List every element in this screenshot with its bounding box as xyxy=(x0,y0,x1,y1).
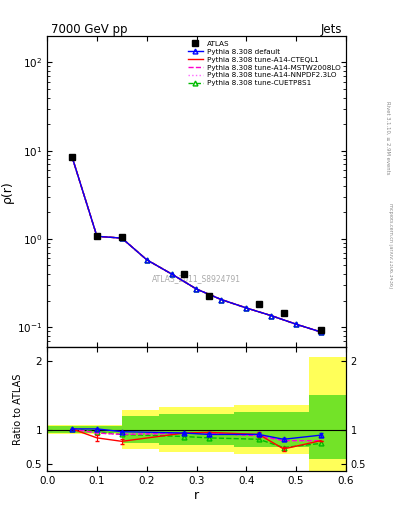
Text: Jets: Jets xyxy=(320,23,342,36)
Bar xyxy=(47,426,122,433)
Text: 7000 GeV pp: 7000 GeV pp xyxy=(51,23,128,36)
Bar xyxy=(234,412,309,447)
X-axis label: r: r xyxy=(194,488,199,502)
Text: mcplots.cern.ch [arXiv:1306.3436]: mcplots.cern.ch [arXiv:1306.3436] xyxy=(387,203,393,288)
Legend: ATLAS, Pythia 8.308 default, Pythia 8.308 tune-A14-CTEQL1, Pythia 8.308 tune-A14: ATLAS, Pythia 8.308 default, Pythia 8.30… xyxy=(186,39,342,88)
Bar xyxy=(309,395,346,459)
Text: Rivet 3.1.10, ≥ 2.9M events: Rivet 3.1.10, ≥ 2.9M events xyxy=(385,101,390,175)
Bar xyxy=(47,425,122,434)
Bar xyxy=(122,410,159,449)
Bar xyxy=(159,414,234,445)
Bar xyxy=(159,408,234,452)
Text: ATLAS_2011_S8924791: ATLAS_2011_S8924791 xyxy=(152,274,241,283)
Y-axis label: ρ(r): ρ(r) xyxy=(1,180,14,203)
Y-axis label: Ratio to ATLAS: Ratio to ATLAS xyxy=(13,373,23,444)
Bar xyxy=(309,357,346,471)
Bar xyxy=(122,416,159,443)
Bar xyxy=(234,406,309,454)
